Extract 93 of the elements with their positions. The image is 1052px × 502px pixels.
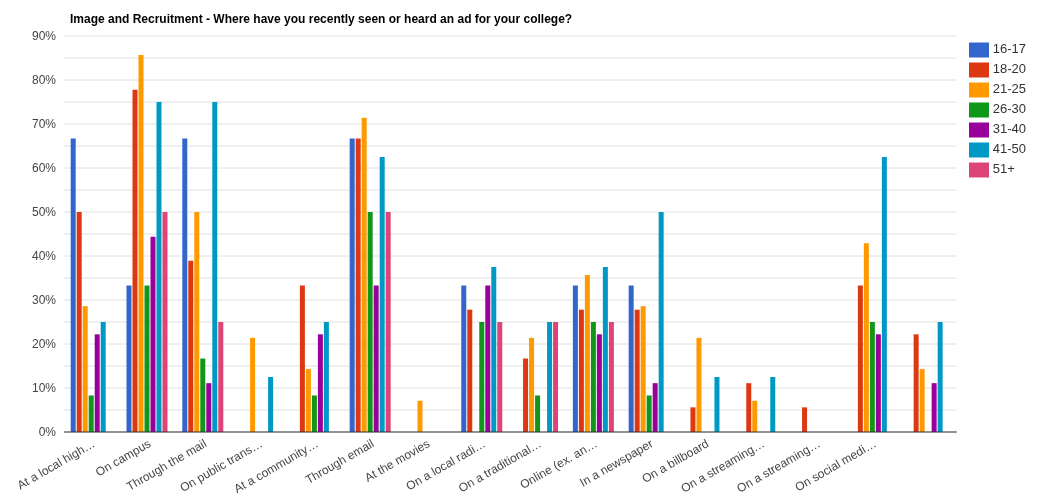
y-tick-label: 10%: [31, 381, 57, 396]
bar: [491, 267, 497, 432]
bar: [696, 337, 702, 432]
bar: [367, 212, 373, 432]
y-tick-label: 70%: [31, 117, 57, 132]
bar: [212, 102, 218, 432]
y-tick-label: 80%: [31, 73, 57, 88]
bar: [869, 322, 875, 432]
bar: [194, 212, 200, 432]
bar: [658, 212, 664, 432]
bar: [529, 337, 535, 432]
bar: [182, 138, 188, 432]
bar: [578, 309, 584, 432]
bar: [553, 322, 559, 432]
bar: [206, 383, 212, 432]
bar: [70, 138, 76, 432]
legend-label: 18-20: [992, 61, 1026, 77]
bar: [373, 285, 379, 432]
bar: [82, 306, 88, 432]
bar: [628, 285, 634, 432]
bar: [156, 102, 162, 432]
bar: [76, 212, 82, 432]
bar: [317, 334, 323, 432]
bar: [547, 322, 553, 432]
bar: [937, 322, 943, 432]
bar: [646, 395, 652, 432]
bar: [126, 285, 132, 432]
bar: [479, 322, 485, 432]
bar: [250, 337, 256, 432]
bar: [640, 306, 646, 432]
y-tick-label: 0%: [38, 425, 57, 440]
bar: [802, 407, 808, 432]
bar: [355, 138, 361, 432]
bar: [857, 285, 863, 432]
bar: [144, 285, 150, 432]
bar: [881, 157, 887, 432]
legend-label: 21-25: [992, 81, 1026, 97]
bar: [770, 377, 776, 432]
bar: [461, 285, 467, 432]
bar: [596, 334, 602, 432]
bar: [218, 322, 224, 432]
y-tick-label: 50%: [31, 205, 57, 220]
bar: [132, 89, 138, 432]
bar: [138, 54, 144, 432]
bar: [88, 395, 94, 432]
bar: [863, 243, 869, 432]
bar: [417, 400, 423, 432]
bar: [385, 212, 391, 432]
bar: [690, 407, 696, 432]
bar: [188, 260, 194, 432]
bar: [752, 400, 758, 432]
bar: [467, 309, 473, 432]
bar: [875, 334, 881, 432]
bar: [602, 267, 608, 432]
y-tick-label: 20%: [31, 337, 57, 352]
y-tick-label: 30%: [31, 293, 57, 308]
bar: [299, 285, 305, 432]
legend-label: 41-50: [992, 141, 1026, 157]
bar: [931, 383, 937, 432]
bar: [349, 138, 355, 432]
bar: [150, 236, 156, 432]
bar: [714, 377, 720, 432]
bar: [652, 383, 658, 432]
bar: [379, 157, 385, 432]
bar: [323, 322, 329, 432]
bar: [608, 322, 614, 432]
bar: [305, 369, 311, 432]
bar: [590, 322, 596, 432]
bar: [361, 117, 367, 432]
bar: [100, 322, 106, 432]
bar: [162, 212, 168, 432]
bar: [584, 274, 590, 432]
legend-label: 26-30: [992, 101, 1026, 117]
chart-title: Image and Recruitment - Where have you recently seen or heard an ad for your college?: [70, 12, 573, 26]
y-tick-label: 90%: [31, 29, 57, 44]
bar: [572, 285, 578, 432]
bar: [746, 383, 752, 432]
bar: [94, 334, 100, 432]
y-tick-label: 40%: [31, 249, 57, 264]
bar: [497, 322, 503, 432]
bar: [913, 334, 919, 432]
legend-label: 31-40: [992, 121, 1026, 137]
bar: [311, 395, 317, 432]
bar: [535, 395, 541, 432]
bar: [523, 358, 529, 432]
y-tick-label: 60%: [31, 161, 57, 176]
bar: [200, 358, 206, 432]
bar: [634, 309, 640, 432]
bar: [919, 369, 925, 432]
legend-label: 16-17: [992, 41, 1026, 57]
legend-label: 51+: [992, 161, 1015, 177]
bar: [268, 377, 274, 432]
bar: [485, 285, 491, 432]
